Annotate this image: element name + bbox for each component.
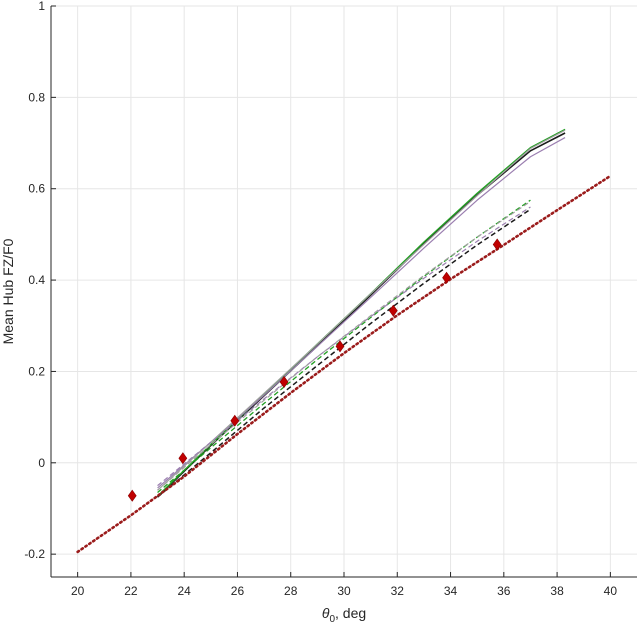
data-markers	[127, 238, 502, 502]
x-tick-label: 28	[284, 584, 298, 598]
x-tick-label: 36	[497, 584, 511, 598]
x-tick-label: 40	[604, 584, 618, 598]
series-line-5	[157, 208, 531, 498]
series-line-6	[157, 199, 531, 493]
y-tick-label: 0.6	[28, 182, 45, 196]
x-tick-label: 20	[71, 584, 85, 598]
x-tick-label: 34	[444, 584, 458, 598]
x-tick-label: 30	[337, 584, 351, 598]
data-marker	[279, 375, 289, 388]
data-marker	[230, 414, 240, 427]
data-marker	[492, 238, 502, 251]
x-tick-label: 24	[178, 584, 192, 598]
data-marker	[127, 489, 137, 502]
data-marker	[335, 340, 345, 353]
x-axis-label-unit: , deg	[335, 605, 366, 621]
series-line-4	[157, 129, 566, 491]
data-marker	[388, 304, 398, 317]
y-tick-label: 0.2	[28, 364, 45, 378]
grid	[51, 5, 637, 577]
x-axis-label-subscript: 0	[329, 614, 335, 625]
x-axis-label: θ0, deg	[322, 605, 366, 625]
x-tick-label: 32	[391, 584, 405, 598]
y-tick-label: 0	[38, 456, 45, 470]
series-line-8	[157, 201, 531, 491]
data-marker	[442, 271, 451, 284]
x-axis-label-symbol: θ	[322, 605, 330, 621]
y-tick-label: 1	[38, 0, 45, 13]
axes	[50, 5, 637, 578]
series-line-9	[76, 174, 612, 554]
series-lines	[76, 128, 612, 554]
series-line-1	[156, 132, 566, 498]
y-tick-label: 0.8	[28, 90, 45, 104]
series-line-7	[157, 206, 531, 487]
x-tick-label: 38	[550, 584, 564, 598]
x-tick-label: 22	[124, 584, 138, 598]
y-axis-label: Mean Hub FZ/F0	[0, 238, 16, 344]
y-tick-label: -0.2	[24, 547, 45, 561]
y-tick-label: 0.4	[28, 273, 45, 287]
data-marker	[178, 452, 188, 465]
tick-labels: 20 22 24 26 28 30 32 34 36 38 40 -0.2 0 0.2 0.4 0.6 0.8 1	[24, 0, 617, 598]
x-tick-label: 26	[231, 584, 245, 598]
